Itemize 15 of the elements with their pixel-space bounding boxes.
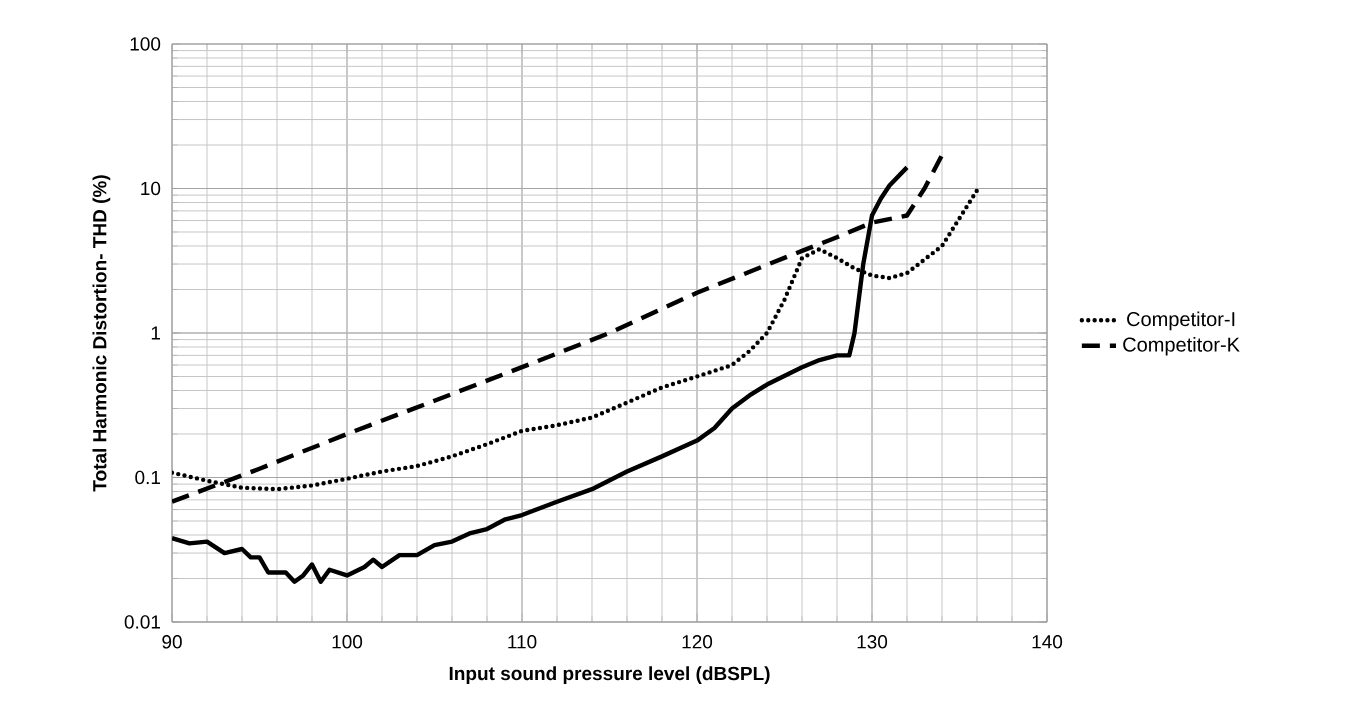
y-tick-label: 0.01 [124, 615, 160, 629]
y-axis-title: Total Harmonic Distortion- THD (%) [92, 175, 111, 492]
legend-label: Competitor-K [1123, 336, 1240, 356]
x-tick-label: 130 [857, 635, 888, 649]
legend-label: Competitor-I [1127, 311, 1235, 331]
x-tick-label: 90 [162, 635, 182, 649]
x-axis-title: Input sound pressure level (dBSPL) [449, 666, 770, 684]
y-tick-label: 1 [151, 326, 160, 340]
x-tick-label: 110 [508, 635, 537, 649]
y-tick-label: 10 [141, 181, 161, 196]
x-tick-label: 100 [332, 635, 363, 649]
y-tick-label: 100 [130, 37, 161, 51]
x-tick-label: 140 [1032, 635, 1063, 649]
y-tick-label: 0.1 [135, 470, 160, 485]
x-tick-label: 120 [682, 635, 713, 649]
